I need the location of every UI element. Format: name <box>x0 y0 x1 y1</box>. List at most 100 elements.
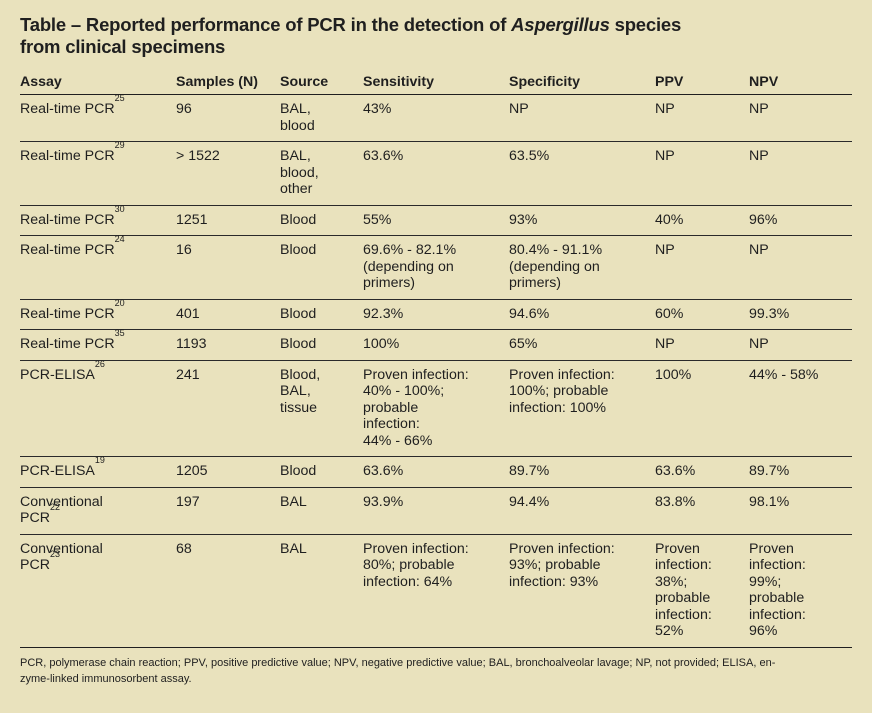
cell-specificity: 94.4% <box>509 487 655 535</box>
cell-samples: 1205 <box>176 456 280 488</box>
cell-specificity: 89.7% <box>509 456 655 488</box>
cell-specificity: 94.6% <box>509 299 655 330</box>
cell-samples: 197 <box>176 487 280 535</box>
reference-number: 35 <box>114 328 125 338</box>
reference-number: 19 <box>94 455 105 465</box>
title-italic-genus: Aspergillus <box>511 14 610 35</box>
footnote: PCR, polymerase chain reaction; PPV, pos… <box>20 655 850 687</box>
table-title: Table – Reported performance of PCR in t… <box>20 14 852 58</box>
assay-name: PCR-ELISA <box>20 463 95 479</box>
cell-assay: Real-time PCR30 <box>20 203 176 236</box>
cell-source: BAL <box>280 487 363 535</box>
cell-sensitivity: Proven infection: 80%; probable infection:… <box>363 534 509 648</box>
table-row: Conventional PCR22 197 BAL 93.9% 94.4% 83.8% 98… <box>20 487 852 535</box>
cell-sensitivity: 93.9% <box>363 487 509 535</box>
cell-ppv: NP <box>655 235 749 300</box>
cell-samples: 16 <box>176 235 280 300</box>
cell-source: Blood <box>280 235 363 300</box>
cell-samples: > 1522 <box>176 141 280 206</box>
cell-ppv: Proven infection: 38%; probable infection: 52… <box>655 534 749 648</box>
cell-ppv: NP <box>655 94 749 142</box>
table-row: Real-time PCR29 > 1522 BAL, blood, other 63.6… <box>20 140 852 206</box>
cell-source: BAL, blood, other <box>280 141 363 206</box>
cell-ppv: 83.8% <box>655 487 749 535</box>
table-body: Real-time PCR25 96 BAL, blood 43% NP NP NP Real-… <box>20 93 852 648</box>
cell-specificity: Proven infection: 100%; probable infection… <box>509 360 655 457</box>
header-sensitivity: Sensitivity <box>363 72 509 95</box>
cell-ppv: 100% <box>655 360 749 457</box>
cell-sensitivity: 63.6% <box>363 141 509 206</box>
header-source: Source <box>280 72 363 95</box>
reference-number: 25 <box>114 93 125 103</box>
reference-number: 23 <box>49 549 60 559</box>
title-prefix: Table – Reported performance of PCR in t… <box>20 14 512 35</box>
assay-name: Conventional PCR <box>20 493 103 527</box>
cell-ppv: NP <box>655 329 749 361</box>
cell-ppv: 60% <box>655 299 749 330</box>
header-specificity: Specificity <box>509 72 655 95</box>
cell-npv: 98.1% <box>749 487 852 535</box>
table-row: PCR-ELISA26 241 Blood, BAL, tissue Proven inf… <box>20 358 852 457</box>
cell-samples: 68 <box>176 534 280 648</box>
cell-specificity: 80.4% - 91.1% (depending on primers) <box>509 235 655 300</box>
performance-table: Assay Samples (N) Source Sensitivity Spe… <box>20 72 852 648</box>
table-row: Real-time PCR30 1251 Blood 55% 93% 40% 96% <box>20 203 852 236</box>
cell-source: Blood <box>280 299 363 330</box>
reference-number: 26 <box>94 358 105 369</box>
cell-assay: PCR-ELISA26 <box>20 358 176 457</box>
reference-number: 29 <box>114 140 125 150</box>
cell-specificity: 93% <box>509 205 655 236</box>
cell-assay: Real-time PCR29 <box>20 140 176 206</box>
cell-assay: Real-time PCR25 <box>20 93 176 142</box>
cell-source: BAL, blood <box>280 94 363 142</box>
cell-source: Blood, BAL, tissue <box>280 360 363 457</box>
cell-specificity: 65% <box>509 329 655 361</box>
cell-sensitivity: 92.3% <box>363 299 509 330</box>
cell-source: Blood <box>280 205 363 236</box>
cell-source: Blood <box>280 329 363 361</box>
cell-samples: 401 <box>176 299 280 330</box>
assay-name: Real-time PCR <box>20 211 115 228</box>
cell-sensitivity: 69.6% - 82.1% (depending on primers) <box>363 235 509 300</box>
footnote-line1: PCR, polymerase chain reaction; PPV, pos… <box>20 657 776 669</box>
reference-number: 22 <box>49 502 60 512</box>
cell-npv: 44% - 58% <box>749 360 852 457</box>
cell-sensitivity: Proven infection: 40% - 100%; probable infe… <box>363 360 509 457</box>
table-row: Real-time PCR24 16 Blood 69.6% - 82.1% (depe… <box>20 234 852 300</box>
title-line2: from clinical specimens <box>20 36 226 57</box>
table-row: Real-time PCR20 401 Blood 92.3% 94.6% 60% 99.3… <box>20 297 852 330</box>
cell-npv: Proven infection: 99%; probable infection: 96… <box>749 534 852 648</box>
header-row: Assay Samples (N) Source Sensitivity Spe… <box>20 72 852 95</box>
cell-specificity: 63.5% <box>509 141 655 206</box>
cell-ppv: 63.6% <box>655 456 749 488</box>
cell-samples: 241 <box>176 360 280 457</box>
cell-assay: Real-time PCR20 <box>20 297 176 330</box>
cell-npv: NP <box>749 94 852 142</box>
cell-npv: 96% <box>749 205 852 236</box>
cell-source: Blood <box>280 456 363 488</box>
cell-ppv: NP <box>655 141 749 206</box>
title-suffix: species <box>609 14 682 35</box>
cell-npv: NP <box>749 329 852 361</box>
cell-assay: Conventional PCR23 <box>20 534 176 648</box>
cell-sensitivity: 55% <box>363 205 509 236</box>
assay-name: Real-time PCR <box>20 101 115 117</box>
cell-sensitivity: 100% <box>363 329 509 361</box>
reference-number: 24 <box>114 234 125 244</box>
table-row: Conventional PCR23 68 BAL Proven infection: 8… <box>20 534 852 648</box>
assay-name: Real-time PCR <box>20 305 115 322</box>
assay-name: Conventional PCR <box>20 540 103 574</box>
cell-sensitivity: 63.6% <box>363 456 509 488</box>
table-row: Real-time PCR35 1193 Blood 100% 65% NP NP <box>20 328 852 361</box>
footnote-line2: zyme-linked immunosorbent assay. <box>20 673 192 685</box>
cell-sensitivity: 43% <box>363 94 509 142</box>
cell-ppv: 40% <box>655 205 749 236</box>
header-npv: NPV <box>749 72 852 95</box>
assay-name: PCR-ELISA <box>20 366 95 383</box>
table-row: Real-time PCR25 96 BAL, blood 43% NP NP NP <box>20 93 852 142</box>
reference-number: 30 <box>114 203 125 214</box>
header-ppv: PPV <box>655 72 749 95</box>
cell-npv: NP <box>749 141 852 206</box>
reference-number: 20 <box>114 297 125 308</box>
